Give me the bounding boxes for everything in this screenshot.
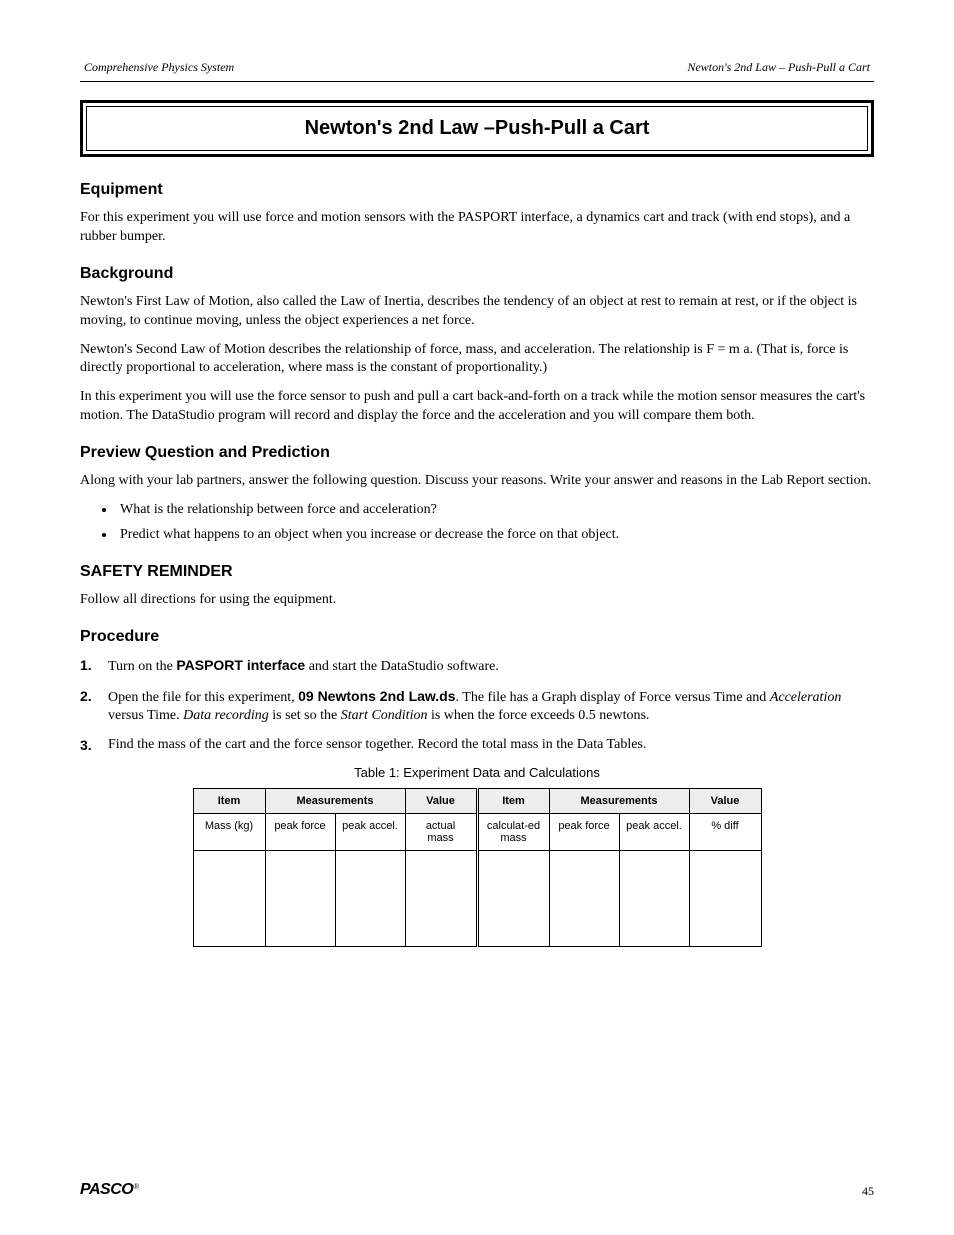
th-meas-r: Measurements [549,789,689,814]
safety-heading: SAFETY REMINDER [80,563,874,581]
background-heading: Background [80,265,874,283]
cell-pf-r [549,851,619,947]
equipment-heading: Equipment [80,181,874,199]
startcond-italic: Start Condition [341,708,428,723]
sub-calcmass: calculat-ed mass [477,814,549,851]
th-value-l: Value [405,789,477,814]
cell-mass [193,851,265,947]
sub-pctdiff: % diff [689,814,761,851]
th-item-r: Item [477,789,549,814]
table-header-row: Item Measurements Value Item Measurement… [193,789,761,814]
procedure-step-3: Find the mass of the cart and the force … [80,736,874,755]
background-p2: Newton's Second Law of Motion describes … [80,341,874,379]
preview-bullets: What is the relationship between force a… [116,501,874,545]
cell-pf-l [265,851,335,947]
cell-pct [689,851,761,947]
page-footer: PASCO® 45 [80,1181,874,1199]
th-item-l: Item [193,789,265,814]
preview-heading: Preview Question and Prediction [80,444,874,462]
data-table: Item Measurements Value Item Measurement… [193,788,762,947]
sub-peakaccel-r: peak accel. [619,814,689,851]
sub-peakforce-l: peak force [265,814,335,851]
procedure-step-2: Open the file for this experiment, 09 Ne… [80,687,874,727]
header-right: Newton's 2nd Law – Push-Pull a Cart [687,60,870,75]
accel-italic: Acceleration [770,690,842,705]
cell-actual [405,851,477,947]
sub-peakforce-r: peak force [549,814,619,851]
pasco-logo-text: PASCO [80,1181,133,1198]
sub-peakaccel-l: peak accel. [335,814,405,851]
cell-calc [477,851,549,947]
equipment-text: For this experiment you will use force a… [80,209,874,247]
procedure-list: Turn on the PASPORT interface and start … [80,656,874,756]
datarec-italic: Data recording [183,708,269,723]
page-number: 45 [862,1184,874,1199]
preview-bullet-2: Predict what happens to an object when y… [116,526,874,545]
th-value-r: Value [689,789,761,814]
sub-mass: Mass (kg) [193,814,265,851]
th-meas-l: Measurements [265,789,405,814]
table-subheader-row: Mass (kg) peak force peak accel. actual … [193,814,761,851]
cell-pa-l [335,851,405,947]
page-title: Newton's 2nd Law –Push-Pull a Cart [86,106,868,151]
page-header: Comprehensive Physics System Newton's 2n… [80,60,874,75]
pasco-reg: ® [133,1182,139,1191]
safety-text: Follow all directions for using the equi… [80,591,874,610]
procedure-step-1: Turn on the PASPORT interface and start … [80,656,874,677]
preview-bullet-1: What is the relationship between force a… [116,501,874,520]
interface-bold: PASPORT interface [176,657,305,673]
sub-actualmass: actual mass [405,814,477,851]
cell-pa-r [619,851,689,947]
footer-logo: PASCO® [80,1181,139,1199]
table-data-row [193,851,761,947]
header-left: Comprehensive Physics System [84,60,234,75]
background-p3: In this experiment you will use the forc… [80,388,874,426]
title-frame-outer: Newton's 2nd Law –Push-Pull a Cart [80,100,874,157]
background-p1: Newton's First Law of Motion, also calle… [80,293,874,331]
preview-text: Along with your lab partners, answer the… [80,472,874,491]
table-caption: Table 1: Experiment Data and Calculation… [80,765,874,780]
header-rule [80,81,874,82]
procedure-heading: Procedure [80,628,874,646]
